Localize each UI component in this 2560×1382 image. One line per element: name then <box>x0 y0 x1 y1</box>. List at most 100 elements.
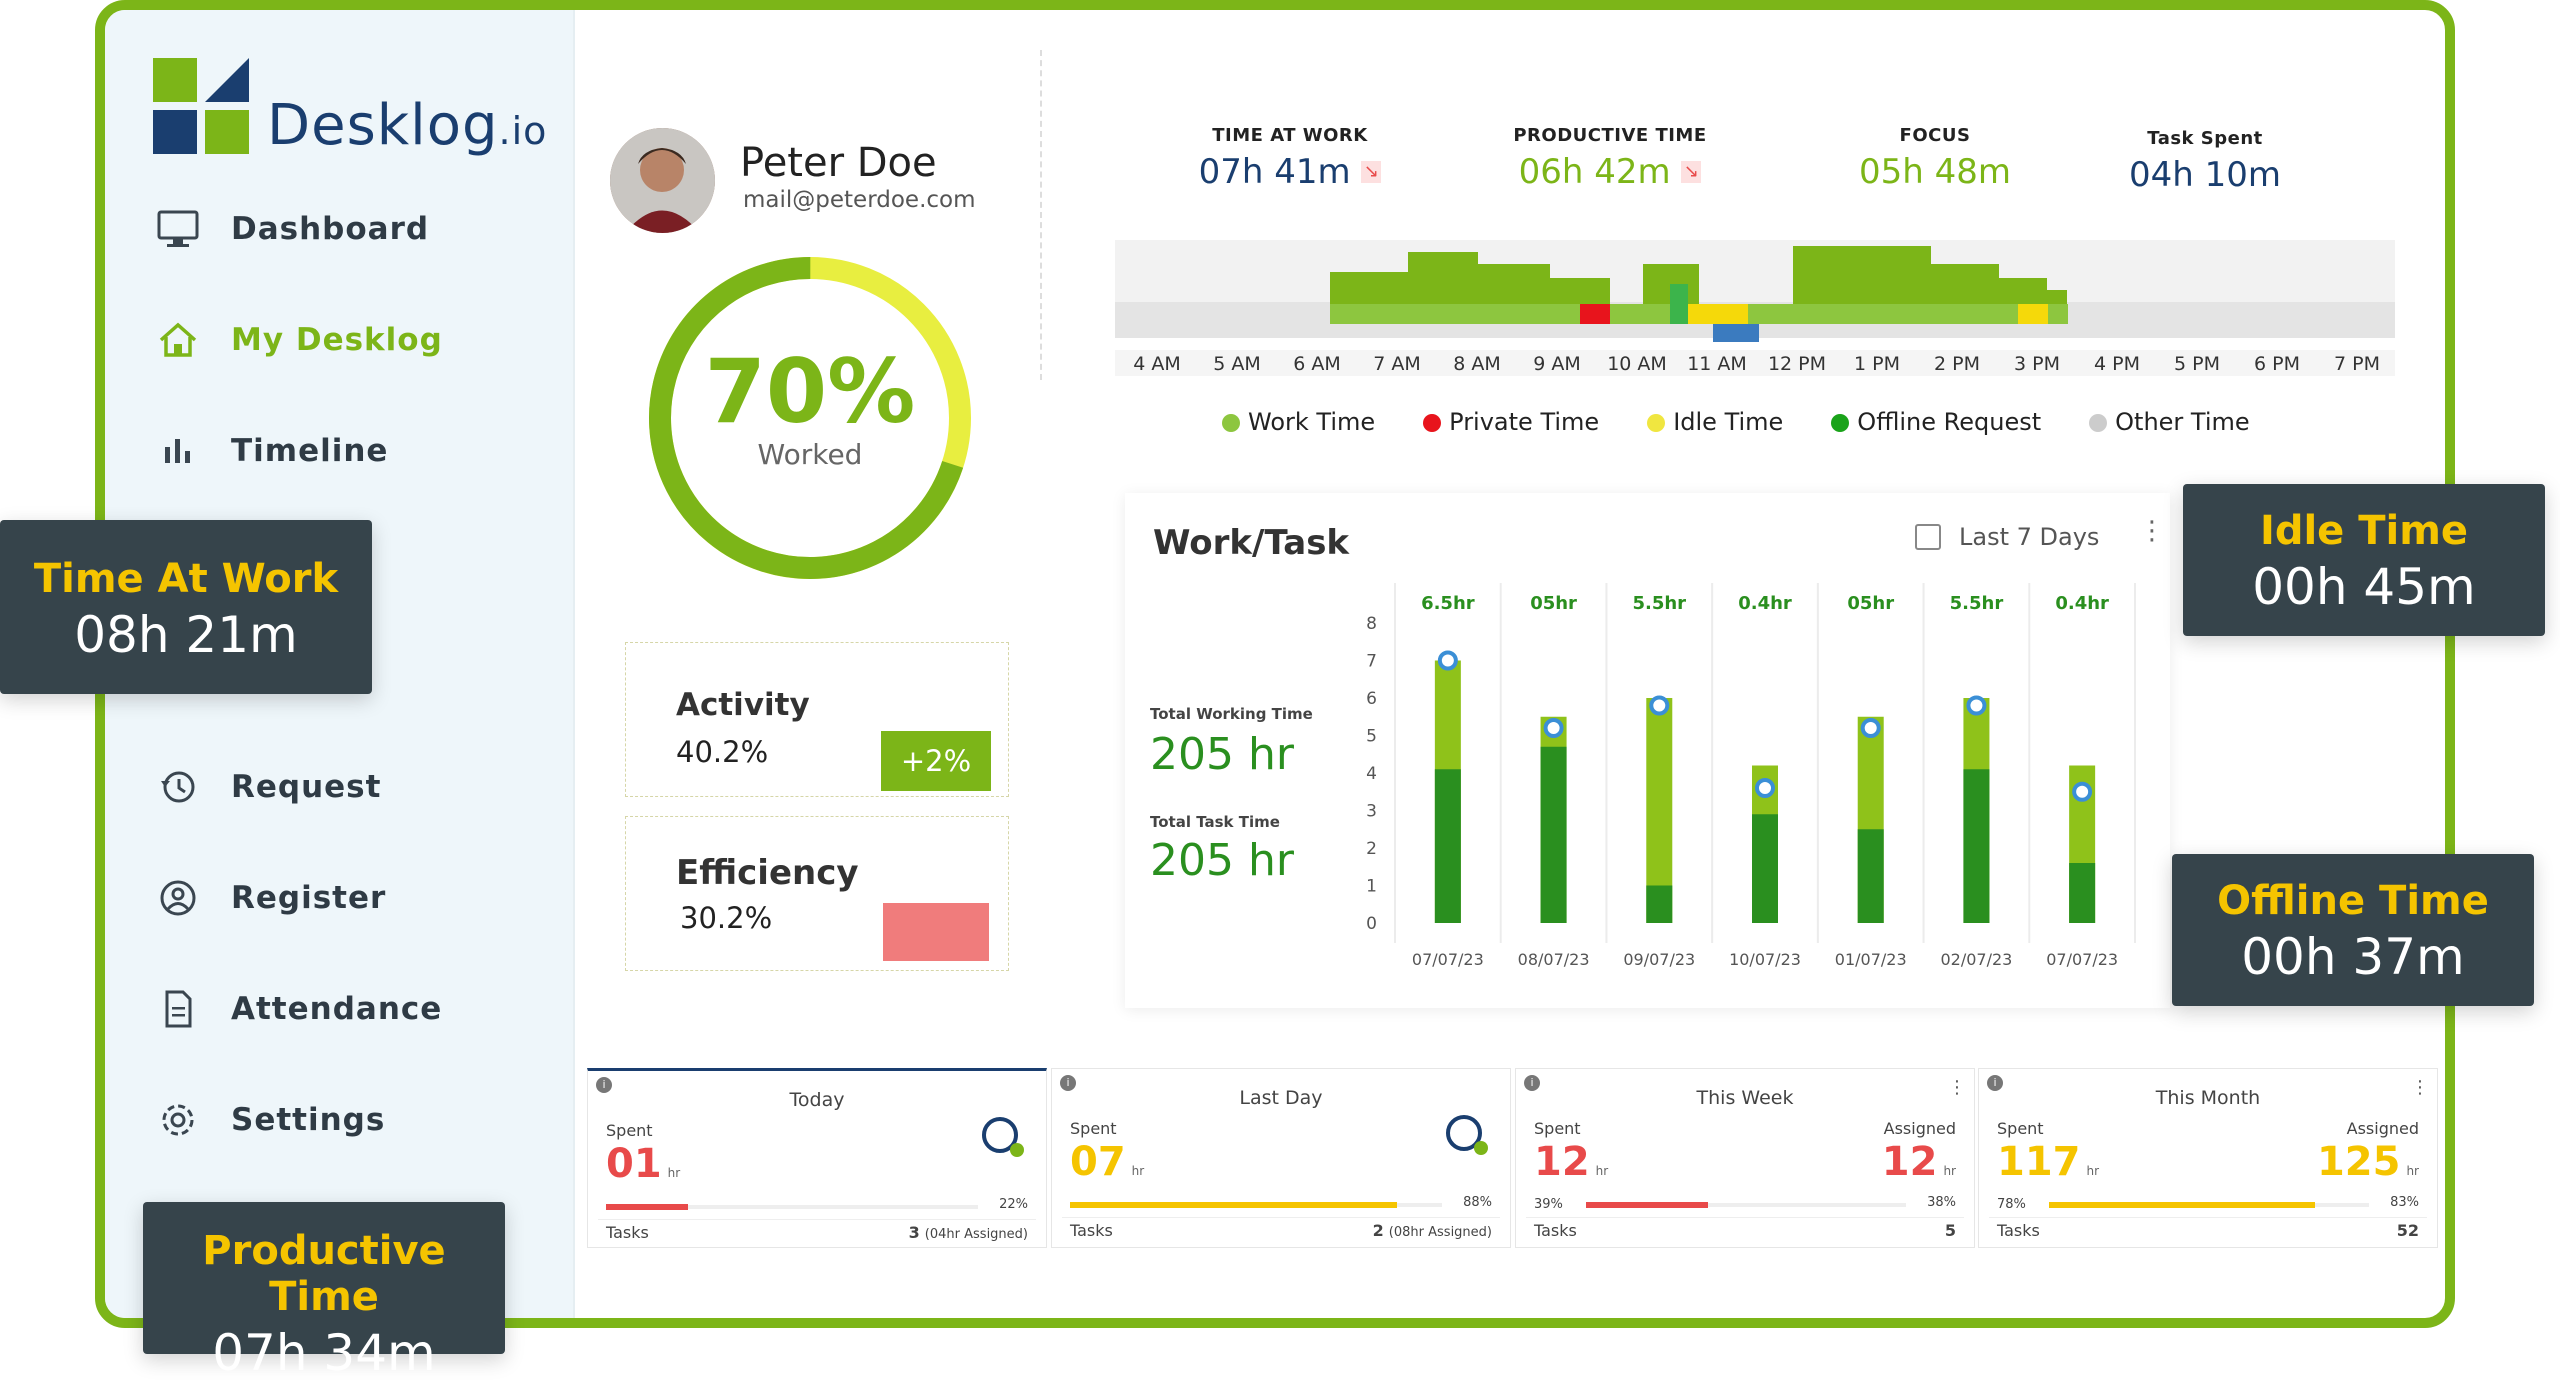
timeline-legend: Work Time Private Time Idle Time Offline… <box>1222 408 2250 436</box>
home-icon <box>155 317 201 363</box>
gear-icon <box>155 1097 201 1143</box>
productive-time-badge: Productive Time 07h 34m <box>143 1202 505 1382</box>
more-options-icon[interactable]: ⋮ <box>2139 516 2165 546</box>
sidebar-item-register[interactable]: Register <box>155 875 386 921</box>
logo-mark-icon <box>153 58 249 154</box>
total-task-label: Total Task Time <box>1150 813 1280 831</box>
legend-dot-icon <box>1423 414 1442 432</box>
bar-task <box>1646 885 1673 923</box>
tasks-value: 52 <box>2396 1221 2419 1240</box>
y-tick-label: 4 <box>1366 764 1377 784</box>
spent-label: Spent <box>1070 1119 1117 1138</box>
bar-chart-icon <box>155 428 201 474</box>
hour-label: 9 AM <box>1533 353 1581 375</box>
spent-value: 12 hr <box>1534 1139 1609 1185</box>
hour-label: 11 AM <box>1687 353 1747 375</box>
total-working-label: Total Working Time <box>1150 705 1313 723</box>
progress-percent: 88% <box>1463 1195 1492 1210</box>
bar-marker <box>2072 781 2093 802</box>
efficiency-card: Efficiency 30.2% <box>625 816 1009 971</box>
trend-down-icon: ↘ <box>1361 161 1382 183</box>
timer-icon <box>1446 1115 1482 1151</box>
y-tick-label: 5 <box>1366 727 1377 747</box>
user-circle-icon <box>155 875 201 921</box>
hour-label: 8 AM <box>1453 353 1501 375</box>
progress-fill <box>606 1204 688 1210</box>
sidebar-item-label: Settings <box>231 1102 386 1138</box>
profile-email: mail@peterdoe.com <box>743 187 976 213</box>
work-task-chart: 0 1 2 3 4 5 6 7 8 6.5hr 07/07/23 05hr 08/07/23 5.5hr 0… <box>1366 583 2136 969</box>
sidebar-item-label: Register <box>231 880 387 916</box>
legend-dot-icon <box>1647 414 1666 432</box>
sidebar-item-dashboard[interactable]: Dashboard <box>155 206 429 252</box>
spent-label: Spent <box>1997 1119 2044 1138</box>
bar-marker <box>1860 718 1881 738</box>
sidebar-item-settings[interactable]: Settings <box>155 1097 385 1143</box>
sidebar-item-my-desklog[interactable]: My Desklog <box>155 317 443 363</box>
hour-label: 5 PM <box>2174 353 2220 375</box>
offline-time-badge: Offline Time 00h 37m <box>2172 854 2534 1006</box>
idle-time-badge: Idle Time 00h 45m <box>2183 484 2545 636</box>
legend-dot-icon <box>1222 414 1240 432</box>
date-range-picker[interactable]: Last 7 Days <box>1915 523 2099 551</box>
info-icon[interactable]: i <box>1524 1075 1540 1091</box>
stat-label: PRODUCTIVE TIME <box>1513 125 1707 146</box>
activity-value: 40.2% <box>676 735 769 769</box>
hour-label: 3 PM <box>2014 353 2060 375</box>
progress-left-percent: 78% <box>1997 1197 2026 1212</box>
spent-value: 117 hr <box>1997 1139 2100 1185</box>
x-tick-label: 01/07/23 <box>1835 950 1907 969</box>
sidebar-item-timeline[interactable]: Timeline <box>155 428 388 474</box>
info-icon[interactable]: i <box>1987 1075 2003 1091</box>
more-options-icon[interactable]: ⋮ <box>2411 1077 2429 1098</box>
legend-item: Offline Request <box>1831 408 2041 436</box>
spent-label: Spent <box>606 1121 653 1140</box>
trend-down-icon: ↘ <box>1681 161 1702 183</box>
total-task-value: 205 hr <box>1150 835 1294 886</box>
card-title: Today <box>789 1089 845 1111</box>
spent-label: Spent <box>1534 1119 1581 1138</box>
stat-productive-time: PRODUCTIVE TIME 06h 42m ↘ <box>1480 125 1740 192</box>
info-icon[interactable]: i <box>1060 1075 1076 1091</box>
bar-task <box>1434 769 1461 923</box>
activity-change-badge: +2% <box>881 731 991 791</box>
bar-value-label: 6.5hr <box>1421 593 1475 614</box>
ring-worked <box>649 257 971 579</box>
card-title: This Week <box>1696 1087 1794 1109</box>
bar-value-label: 0.4hr <box>1738 593 1792 614</box>
card-title: Last Day <box>1239 1087 1323 1109</box>
legend-item: Work Time <box>1222 408 1375 436</box>
legend-dot-icon <box>2089 414 2108 432</box>
activity-card: Activity 40.2% +2% <box>625 642 1009 797</box>
bar-task <box>1857 829 1884 923</box>
badge-title: Offline Time <box>2217 878 2489 924</box>
assigned-value: 125 hr <box>2316 1139 2419 1185</box>
y-tick-label: 3 <box>1366 802 1377 822</box>
efficiency-value: 30.2% <box>680 901 773 935</box>
time-at-work-badge: Time At Work 08h 21m <box>0 520 372 694</box>
avatar[interactable] <box>610 128 715 233</box>
bar-value-label: 05hr <box>1530 593 1577 614</box>
x-tick-label: 07/07/23 <box>1412 950 1484 969</box>
progress-percent: 22% <box>999 1197 1028 1212</box>
hour-label: 4 PM <box>2094 353 2140 375</box>
stat-value: 04h 10m <box>2128 155 2281 195</box>
badge-value: 07h 34m <box>212 1324 436 1382</box>
bar-marker <box>1966 695 1987 716</box>
badge-title: Time At Work <box>33 556 339 602</box>
bar-value-label: 0.4hr <box>2055 593 2109 614</box>
work-task-title: Work/Task <box>1153 523 1350 563</box>
stat-value: 06h 42m ↘ <box>1480 152 1740 192</box>
bar-value-label: 5.5hr <box>1632 593 1686 614</box>
sidebar-item-attendance[interactable]: Attendance <box>155 986 442 1032</box>
info-icon[interactable]: i <box>596 1077 612 1093</box>
sidebar-item-label: Request <box>231 769 382 805</box>
tasks-value: 3 (04hr Assigned) <box>908 1223 1028 1242</box>
more-options-icon[interactable]: ⋮ <box>1948 1077 1966 1098</box>
stat-task-spent: Task Spent 04h 10m <box>2095 128 2315 195</box>
sidebar-item-request[interactable]: Request <box>155 764 381 810</box>
progress-fill <box>1070 1202 1398 1208</box>
tasks-value: 2 (08hr Assigned) <box>1372 1221 1492 1240</box>
summary-card: i Today Spent 01 hr 22% Tasks 3 (04hr Assigned) <box>587 1068 1047 1248</box>
bar-marker <box>1649 695 1670 716</box>
